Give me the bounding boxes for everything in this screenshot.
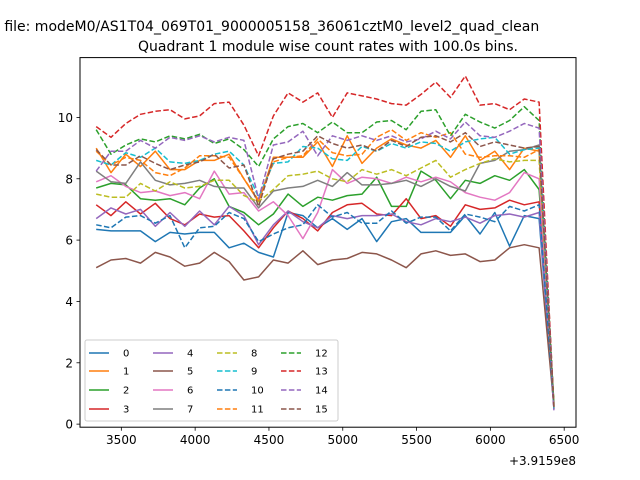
legend-label-11: 11 [251,405,264,416]
chart-title: Quadrant 1 module wise count rates with … [138,39,518,55]
series-line-5 [95,243,555,406]
y-tick-label: 6 [65,234,73,248]
legend-label-14: 14 [315,386,328,397]
legend-label-4: 4 [187,349,193,360]
legend-label-9: 9 [251,367,257,378]
series-line-4 [95,205,555,409]
legend-label-13: 13 [315,367,328,378]
y-tick-label: 2 [65,356,73,370]
series-line-6 [95,168,555,408]
series-line-13 [95,75,555,409]
y-tick-label: 0 [65,418,73,432]
x-tick-label: 6000 [475,433,506,447]
series-line-7 [95,144,555,406]
series-line-12 [95,105,555,405]
legend-label-10: 10 [251,386,264,397]
legend-label-3: 3 [123,405,129,416]
series-line-0 [96,211,555,406]
series-line-2 [95,168,555,403]
figure-suptitle: n file: modeM0/AS1T04_069T01_9000005158_… [0,19,539,35]
x-tick-label: 6500 [549,433,580,447]
x-tick-label: 4000 [180,433,211,447]
legend-label-15: 15 [315,405,328,416]
legend-label-2: 2 [123,386,129,397]
legend-label-5: 5 [187,367,193,378]
axes-frame [79,57,577,428]
y-tick-label: 8 [65,172,73,186]
legend-label-12: 12 [315,349,328,360]
series-line-9 [95,136,555,409]
y-tick-label: 10 [58,111,73,125]
y-axis: 0 2 4 6 8 10 [58,111,80,432]
legend-label-0: 0 [123,349,129,360]
x-axis-offset-label: +3.9159e8 [509,454,576,468]
plot-area [95,75,555,411]
legend-label-7: 7 [187,405,193,416]
series-line-8 [96,158,555,408]
x-axis: 3500 4000 4500 5000 5500 6000 6500 [106,427,579,447]
legend-label-1: 1 [123,367,129,378]
series-line-14 [95,121,555,411]
x-tick-label: 4500 [254,433,285,447]
y-tick-label: 4 [65,295,73,309]
x-tick-label: 5500 [401,433,432,447]
series-line-10 [96,204,555,406]
series-line-15 [95,131,555,408]
series-line-11 [95,128,555,406]
legend-label-6: 6 [187,386,193,397]
x-tick-label: 5000 [327,433,358,447]
legend-frame [84,339,339,422]
legend-label-8: 8 [251,349,257,360]
x-tick-label: 3500 [106,433,137,447]
